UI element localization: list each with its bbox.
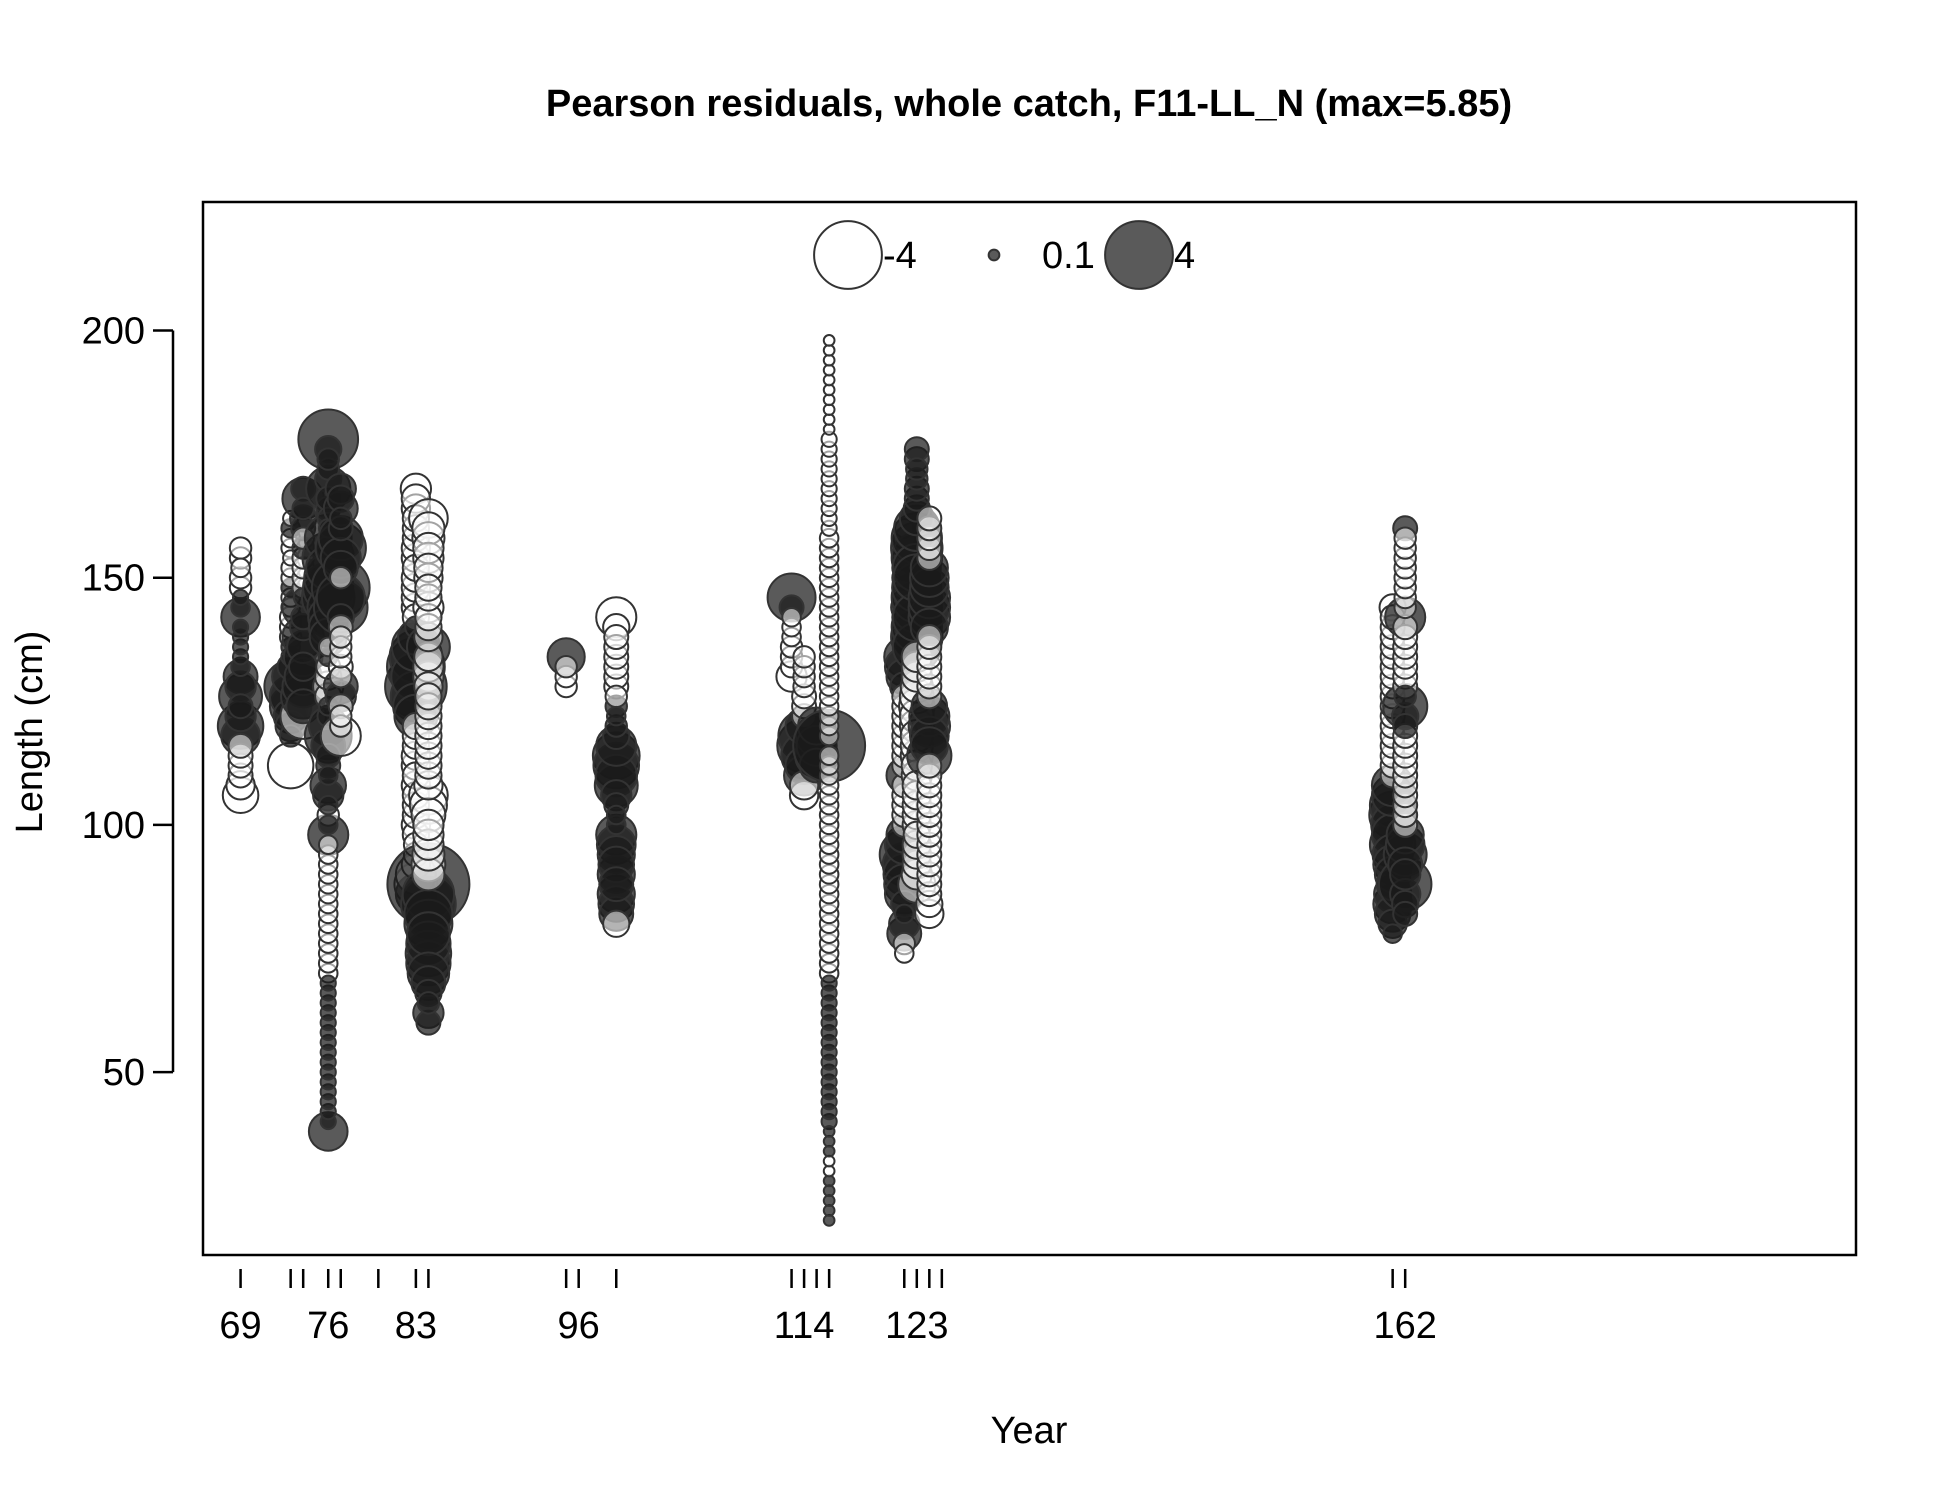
positive-residual-bubble: [291, 496, 315, 521]
x-tick-label: 83: [395, 1305, 437, 1347]
positive-residual-bubble: [605, 705, 627, 727]
plot-points: [216, 334, 1433, 1227]
positive-residual-bubble: [598, 866, 635, 903]
positive-residual-bubble: [405, 911, 451, 957]
legend-label: 0.1: [1042, 235, 1095, 277]
negative-residual-bubble: [554, 654, 578, 679]
x-tick-label: 114: [774, 1305, 835, 1347]
positive-residual-bubble: [893, 903, 915, 925]
positive-residual-bubble: [416, 991, 441, 1015]
positive-residual-bubble: [317, 814, 339, 836]
negative-residual-bubble: [893, 943, 915, 964]
x-axis: 69 76 83 96 114 123 162: [219, 1269, 1437, 1347]
negative-residual-bubble: [602, 909, 631, 938]
y-tick-label: 150: [82, 558, 145, 600]
positive-residual-bubble: [227, 693, 254, 720]
x-tick-label: 69: [219, 1305, 261, 1347]
negative-residual-bubble: [317, 834, 339, 855]
negative-residual-bubble: [916, 505, 943, 532]
negative-residual-bubble: [792, 645, 816, 669]
positive-residual-bubble: [822, 1125, 836, 1138]
positive-residual-bubble: [905, 457, 929, 481]
negative-residual-bubble: [329, 625, 353, 649]
chart-title: Pearson residuals, whole catch, F11-LL_N…: [546, 83, 1512, 125]
x-tick-label: 76: [307, 1305, 349, 1347]
positive-residual-bubble: [316, 447, 340, 471]
plot-frame: [201, 200, 1858, 1257]
negative-residual-bubble: [818, 745, 840, 766]
positive-residual-bubble: [1393, 684, 1417, 709]
positive-residual-bubble: [329, 506, 353, 531]
negative-residual-bubble: [916, 752, 943, 779]
x-axis-label: Year: [991, 1410, 1068, 1452]
negative-residual-bubble: [329, 664, 353, 689]
positive-residual-bubble: [1389, 858, 1422, 891]
positive-residual-bubble: [605, 804, 627, 826]
negative-residual-bubble: [822, 334, 836, 347]
positive-residual-bubble: [820, 974, 838, 992]
negative-residual-bubble: [228, 536, 253, 560]
legend-symbol: [987, 248, 1001, 262]
negative-residual-bubble: [916, 624, 943, 651]
positive-residual-bubble: [287, 651, 319, 682]
positive-residual-bubble: [317, 765, 339, 786]
positive-residual-bubble: [319, 974, 337, 992]
negative-residual-bubble: [603, 624, 630, 651]
negative-residual-bubble: [604, 684, 628, 709]
negative-residual-bubble: [1393, 526, 1417, 550]
positive-residual-bubble: [1392, 900, 1419, 927]
negative-residual-bubble: [227, 732, 254, 759]
y-tick-label: 50: [103, 1052, 145, 1094]
x-tick-label: 162: [1373, 1305, 1436, 1347]
negative-residual-bubble: [781, 606, 802, 628]
y-tick-label: 200: [82, 311, 145, 353]
y-tick-label: 100: [82, 805, 145, 847]
legend: -4 0.1 4: [813, 220, 1195, 290]
negative-residual-bubble: [412, 808, 445, 842]
negative-residual-bubble: [329, 704, 353, 728]
negative-residual-bubble: [230, 557, 251, 579]
legend-symbol: [1104, 220, 1174, 290]
negative-residual-bubble: [414, 682, 443, 711]
positive-residual-bubble: [231, 588, 250, 607]
x-tick-label: 123: [885, 1305, 948, 1347]
y-axis-label: Length (cm): [9, 631, 51, 834]
negative-residual-bubble: [266, 741, 315, 790]
negative-residual-bubble: [329, 565, 353, 590]
legend-symbol: [813, 220, 883, 290]
x-tick-label: 96: [558, 1305, 600, 1347]
negative-residual-bubble: [414, 573, 443, 602]
positive-residual-bubble: [231, 618, 250, 636]
legend-label: 4: [1174, 235, 1195, 277]
positive-residual-bubble: [1392, 713, 1419, 740]
positive-residual-bubble: [1382, 923, 1403, 944]
legend-label: -4: [883, 235, 917, 277]
positive-residual-bubble: [317, 794, 339, 816]
y-axis: 50 100 150 200: [82, 311, 175, 1094]
